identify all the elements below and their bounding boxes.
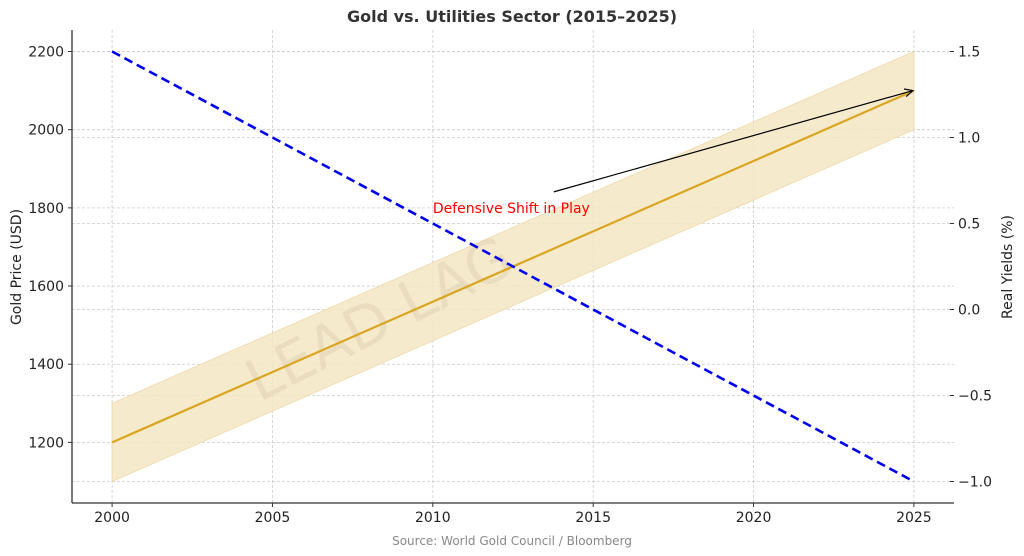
y-left-tick-label: 2200 — [28, 45, 64, 61]
x-tick-label: 2025 — [896, 510, 932, 526]
annotation-layer: Defensive Shift in Play — [433, 88, 915, 217]
x-tick-label: 2005 — [255, 510, 291, 526]
y-right-tick-label: −0.5 — [958, 389, 992, 405]
series-layer — [111, 50, 915, 483]
annotation-arrow — [553, 90, 914, 193]
y-right-tick-label: 1.5 — [958, 45, 980, 61]
axes — [71, 30, 954, 504]
chart-title: Gold vs. Utilities Sector (2015–2025) — [347, 7, 677, 26]
y-axis-right-label: Real Yields (%) — [1000, 215, 1016, 319]
annotation-text: Defensive Shift in Play — [433, 201, 590, 217]
y-left-tick-label: 2000 — [28, 123, 64, 139]
annotation-arrow-head — [903, 88, 915, 98]
real-yields-line — [111, 50, 915, 483]
x-tick-label: 2020 — [736, 510, 772, 526]
tick-labels: 2000 2005 2010 2015 2020 2025 1200 1400 1600 1800… — [28, 45, 992, 527]
y-right-tick-label: −1.0 — [958, 475, 992, 491]
y-left-tick-label: 1600 — [28, 279, 64, 295]
y-right-tick-label: 0.0 — [958, 303, 980, 319]
y-left-tick-label: 1800 — [28, 201, 64, 217]
y-right-tick-label: 0.5 — [958, 217, 980, 233]
source-note: Source: World Gold Council / Bloomberg — [392, 534, 632, 548]
y-axis-left-label: Gold Price (USD) — [9, 209, 25, 325]
x-tick-label: 2000 — [94, 510, 130, 526]
x-tick-label: 2010 — [415, 510, 451, 526]
x-tick-label: 2015 — [575, 510, 611, 526]
y-left-tick-label: 1200 — [28, 435, 64, 451]
y-right-tick-label: 1.0 — [958, 131, 980, 147]
y-left-tick-label: 1400 — [28, 357, 64, 373]
